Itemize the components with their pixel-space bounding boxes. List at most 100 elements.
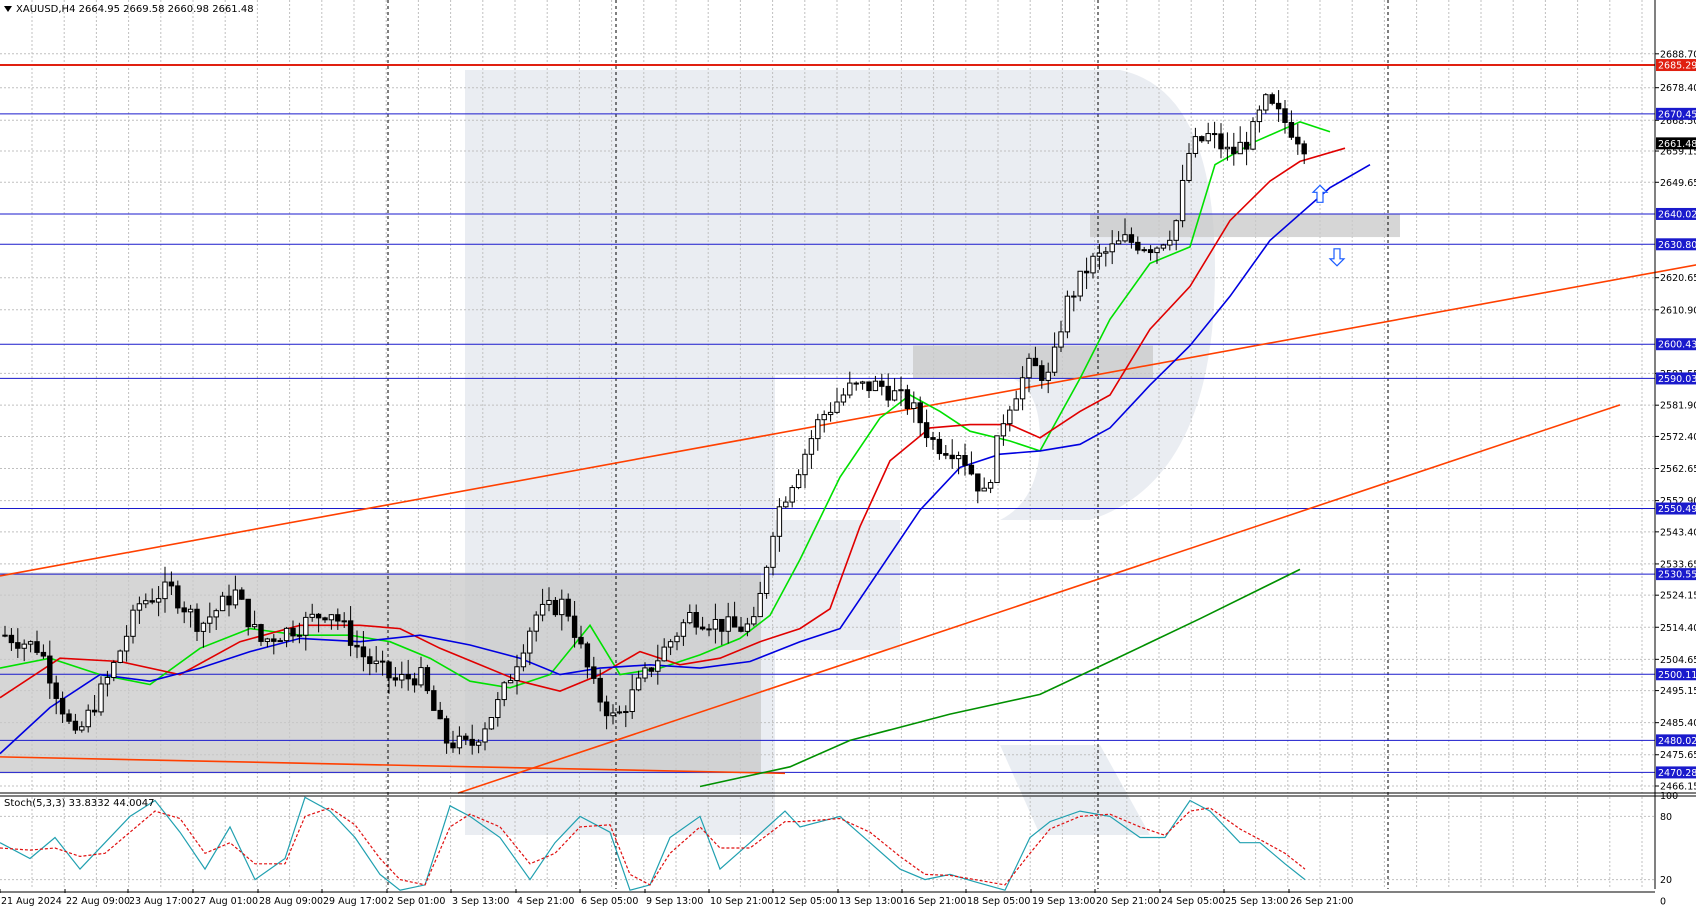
candle-body [251, 624, 258, 628]
y-tick-label-16: 2504.65 [1660, 655, 1696, 666]
candle-body [1160, 244, 1167, 249]
candle-body [731, 616, 738, 628]
y-tick-label-9: 2572.40 [1660, 432, 1696, 443]
y-tick-label-1: 2678.40 [1660, 83, 1696, 94]
x-tick-label-10: 9 Sep 13:00 [646, 896, 703, 907]
candle-body [994, 435, 1000, 484]
candle-body [418, 667, 424, 686]
candle-body [655, 660, 661, 672]
candle-body [15, 642, 21, 649]
candle-body [59, 697, 66, 715]
candle-body [847, 382, 853, 396]
candle-body [527, 630, 533, 654]
candle-body [495, 699, 501, 719]
candle-body [1083, 270, 1090, 274]
candle-body [1237, 141, 1243, 155]
candle-body [968, 464, 975, 475]
level-tag-bg-9 [1656, 668, 1696, 681]
level-tag-bg-4 [1656, 238, 1696, 251]
candle-body [399, 673, 405, 681]
x-tick-label-4: 28 Aug 09:00 [259, 896, 323, 907]
y-tick-label-2: 2668.50 [1660, 116, 1696, 127]
candle-body [770, 535, 776, 568]
candle-body [533, 614, 539, 632]
candle-body [155, 598, 162, 603]
y-tick-label-0: 2688.70 [1660, 49, 1696, 60]
candle-body [1007, 409, 1013, 425]
candle-body [1103, 251, 1109, 254]
level-tags: 2685.29 2670.45 2661.48 2640.02 2630.80 2600.… [1656, 59, 1696, 779]
candle-body [1179, 179, 1186, 222]
price-axis: 2688.70 2678.40 2668.50 2659.15 2649.65 2620.… [1655, 49, 1696, 793]
x-tick-label-3: 27 Aug 01:00 [194, 896, 258, 907]
stoch-tick-label-1: 80 [1660, 812, 1672, 823]
y-tick-label-5: 2620.65 [1660, 273, 1696, 284]
level-tag-bg-7 [1656, 502, 1696, 515]
candle-body [930, 437, 936, 440]
candle-body [271, 638, 277, 642]
candle-body [1199, 136, 1205, 142]
candle-body [72, 720, 79, 731]
candle-body [1064, 295, 1071, 333]
candle-body [1154, 247, 1160, 254]
ma-line-1 [0, 147, 1346, 699]
x-tick-label-19: 25 Sep 13:00 [1225, 896, 1288, 907]
ma-line-2 [0, 164, 1371, 755]
level-tag-4: 2630.80 [1658, 240, 1696, 251]
candle-body [1250, 121, 1256, 150]
candle-body [283, 627, 290, 642]
y-tick-label-14: 2524.15 [1660, 591, 1696, 602]
candle-body [8, 634, 15, 644]
candle-body [879, 380, 885, 387]
candle-body [143, 600, 149, 605]
candle-body [680, 622, 687, 637]
stoch-header: Stoch(5,3,3) 33.8332 44.0047 [4, 798, 155, 809]
candle-body [962, 455, 968, 466]
candle-body [687, 612, 693, 624]
trend-line-1 [0, 756, 786, 775]
candle-body [207, 616, 213, 624]
level-tag-10: 2480.02 [1658, 736, 1696, 747]
arrow-down-icon-1 [1328, 248, 1346, 267]
candle-body [2, 634, 8, 637]
candle-body [763, 566, 770, 594]
horizontal-levels [0, 64, 1655, 773]
candle-body [1263, 94, 1269, 111]
candle-body [1013, 398, 1019, 411]
candle-body [706, 628, 712, 631]
candle-body [443, 718, 450, 744]
candle-body [1243, 141, 1250, 150]
candle-body [456, 735, 463, 749]
y-tick-label-10: 2562.65 [1660, 464, 1696, 475]
candle-body [834, 401, 840, 413]
level-tag-bg-2 [1656, 137, 1696, 150]
candle-body [520, 652, 527, 668]
candle-body [936, 438, 943, 455]
candle-body [757, 592, 763, 618]
y-tick-label-18: 2485.40 [1660, 718, 1696, 729]
candle-body [130, 609, 136, 637]
candle-body [795, 474, 802, 489]
candle-body [1077, 270, 1083, 297]
level-tag-bg-3 [1656, 207, 1696, 220]
level-tag-0: 2685.29 [1658, 61, 1696, 72]
candle-body [219, 595, 226, 612]
candle-body [111, 661, 117, 678]
candle-body [725, 616, 731, 632]
candle-body [661, 646, 667, 662]
menu-triangle-icon[interactable] [4, 6, 12, 12]
candle-body [815, 419, 821, 440]
trend-line-2 [457, 404, 1621, 794]
level-tag-5: 2600.43 [1658, 340, 1696, 351]
candle-body [591, 666, 597, 679]
candle-body [1115, 240, 1122, 245]
candle-body [1173, 220, 1179, 241]
x-tick-label-8: 4 Sep 21:00 [517, 896, 574, 907]
level-tag-7: 2550.49 [1658, 504, 1696, 515]
y-tick-label-20: 2466.15 [1660, 782, 1696, 793]
x-tick-label-11: 10 Sep 21:00 [710, 896, 773, 907]
candle-body [1301, 143, 1307, 155]
x-tick-label-18: 24 Sep 05:00 [1161, 896, 1224, 907]
candle-body [367, 656, 373, 665]
